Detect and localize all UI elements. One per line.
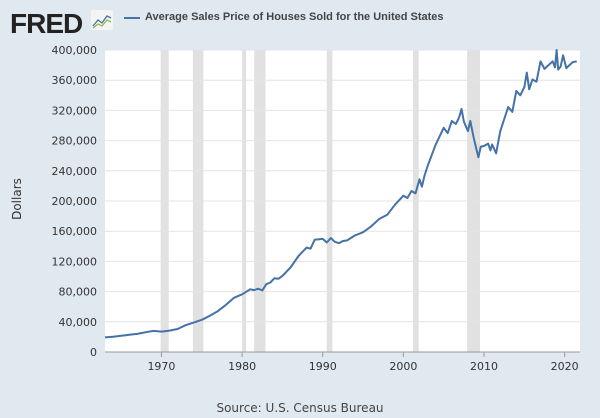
x-tick-label: 2020 [551, 360, 579, 373]
y-tick-label: 160,000 [52, 225, 98, 238]
y-tick-label: 200,000 [52, 195, 98, 208]
y-tick-label: 40,000 [59, 316, 98, 329]
y-tick-label: 240,000 [52, 165, 98, 178]
chart-logo-icon [91, 10, 113, 30]
series-line [104, 49, 577, 339]
y-tick-label: 360,000 [52, 74, 98, 87]
y-tick-label: 80,000 [59, 286, 98, 299]
x-tick-label: 2010 [470, 360, 498, 373]
y-tick-label: 120,000 [52, 255, 98, 268]
y-tick-label: 400,000 [52, 44, 98, 57]
y-tick-label: 280,000 [52, 135, 98, 148]
legend-label: Average Sales Price of Houses Sold for t… [145, 11, 444, 23]
source-note: Source: U.S. Census Bureau [216, 401, 384, 415]
y-tick-label: 0 [90, 346, 97, 359]
x-tick-label: 1970 [147, 360, 175, 373]
x-tick-label: 2000 [389, 360, 417, 373]
y-tick-label: 320,000 [52, 104, 98, 117]
x-tick-label: 1980 [228, 360, 256, 373]
legend-swatch [124, 17, 140, 19]
fred-logo[interactable]: FRED [10, 8, 83, 39]
x-tick-label: 1990 [309, 360, 337, 373]
